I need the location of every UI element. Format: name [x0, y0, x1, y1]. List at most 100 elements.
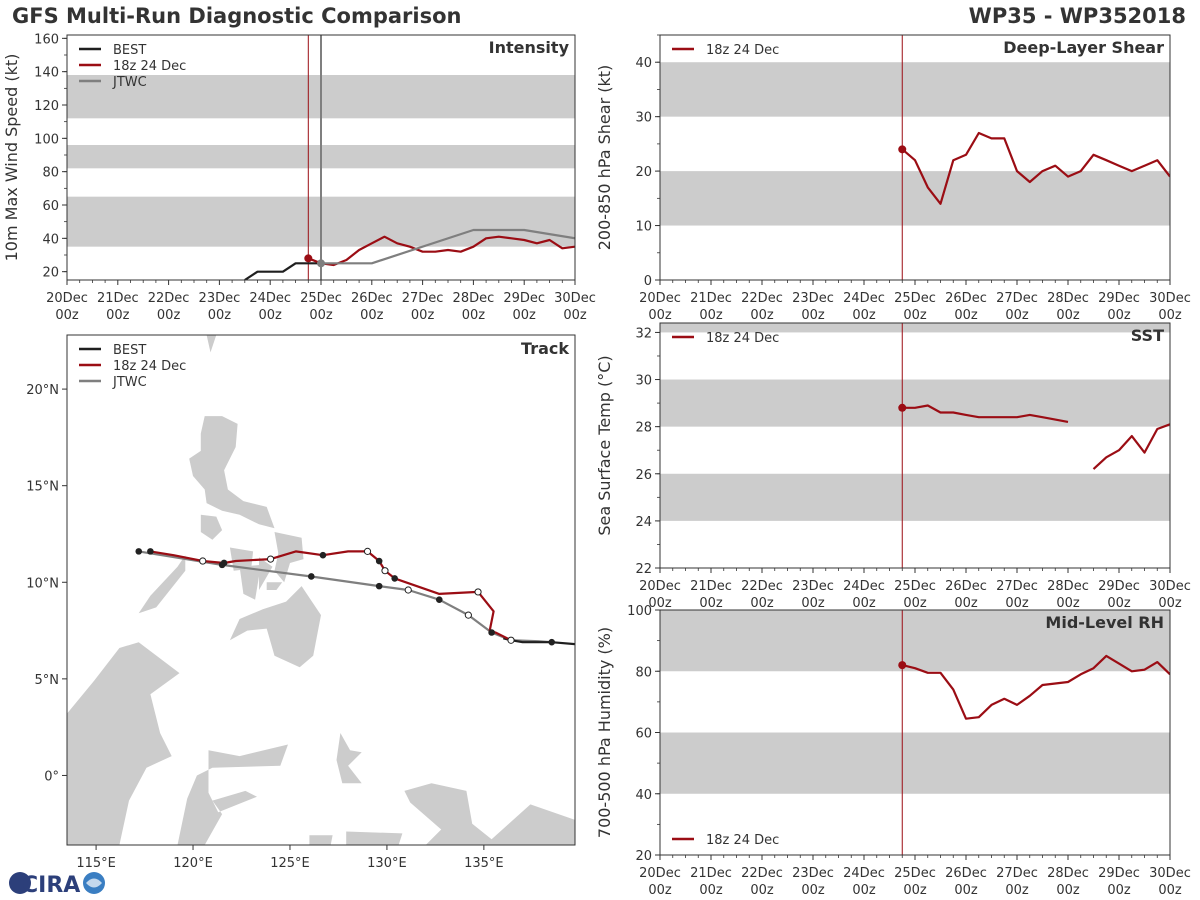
legend-label: 18z 24 Dec — [706, 331, 779, 346]
x-tick-hour-label: 00z — [1107, 596, 1131, 611]
lon-tick-label: 120°E — [173, 856, 213, 871]
y-tick-label: 80 — [42, 166, 59, 181]
x-tick-day-label: 25Dec — [894, 291, 936, 306]
x-tick-hour-label: 00z — [1005, 308, 1029, 323]
lon-tick-label: 130°E — [367, 856, 407, 871]
x-tick-day-label: 23Dec — [792, 866, 834, 881]
land-taiwan — [206, 335, 217, 353]
x-tick-day-label: 20Dec — [639, 866, 681, 881]
x-tick-hour-label: 00z — [801, 883, 825, 898]
x-tick-day-label: 23Dec — [792, 291, 834, 306]
land-luzon — [189, 416, 275, 529]
panel-sst: 22 24 26 28 30 32 20Dec 00z 21Dec 00z 22Dec 00z 23De… — [595, 322, 1191, 611]
x-tick-day-label: 23Dec — [199, 291, 241, 306]
x-tick-hour-label: 00z — [801, 308, 825, 323]
legend-label: JTWC — [112, 75, 147, 90]
legend-label: JTWC — [112, 375, 147, 390]
x-tick-day-label: 28Dec — [1047, 579, 1089, 594]
x-tick-hour-label: 00z — [648, 883, 672, 898]
track-point-filled — [135, 548, 143, 555]
x-tick-day-label: 21Dec — [690, 866, 732, 881]
x-tick-hour-label: 00z — [1107, 883, 1131, 898]
legend-label: 18z 24 Dec — [113, 59, 186, 74]
legend-label: 18z 24 Dec — [706, 43, 779, 58]
x-tick-hour-label: 00z — [954, 596, 978, 611]
legend-label: BEST — [113, 343, 146, 358]
x-tick-hour-label: 00z — [563, 308, 587, 323]
x-tick-hour-label: 00z — [1056, 308, 1080, 323]
plot-frame — [659, 322, 1171, 569]
legend-label: BEST — [113, 43, 146, 58]
x-tick-hour-label: 00z — [157, 308, 181, 323]
series-start-marker — [898, 661, 907, 670]
shaded-band — [660, 610, 1170, 672]
y-axis-label: 700-500 hPa Humidity (%) — [595, 627, 614, 838]
lat-tick-label: 5°N — [35, 673, 60, 688]
y-tick-label: 100 — [34, 132, 59, 147]
x-tick-day-label: 21Dec — [97, 291, 139, 306]
x-tick-hour-label: 00z — [903, 883, 927, 898]
plot-frame — [66, 34, 576, 281]
land-cebu — [259, 557, 273, 590]
x-tick-day-label: 20Dec — [46, 291, 88, 306]
x-tick-hour-label: 00z — [648, 596, 672, 611]
figure-title: GFS Multi-Run Diagnostic Comparison — [12, 4, 462, 28]
y-tick-label: 32 — [635, 326, 652, 341]
lat-tick-label: 10°N — [26, 576, 59, 591]
y-axis-label: Sea Surface Temp (°C) — [595, 355, 614, 535]
x-tick-day-label: 30Dec — [1149, 866, 1191, 881]
lon-tick-label: 125°E — [270, 856, 310, 871]
y-tick-label: 10 — [635, 220, 652, 235]
track-point-filled — [391, 575, 398, 582]
shaded-band — [660, 323, 1170, 333]
x-tick-hour-label: 00z — [1107, 308, 1131, 323]
shaded-band — [660, 732, 1170, 794]
y-tick-label: 40 — [635, 56, 652, 71]
x-tick-hour-label: 00z — [852, 596, 876, 611]
x-tick-day-label: 20Dec — [639, 579, 681, 594]
x-tick-hour-label: 00z — [1158, 596, 1182, 611]
series-start-marker — [898, 145, 907, 154]
series-line-jtwc — [321, 228, 575, 265]
x-tick-hour-label: 00z — [852, 308, 876, 323]
lon-tick-label: 115°E — [76, 856, 116, 871]
x-tick-day-label: 26Dec — [945, 866, 987, 881]
legend-label: 18z 24 Dec — [113, 359, 186, 374]
cira-logo: CIRA — [9, 872, 105, 898]
y-tick-label: 40 — [42, 232, 59, 247]
x-tick-day-label: 26Dec — [945, 579, 987, 594]
panel-title: Track — [521, 339, 569, 358]
track-point-filled — [548, 638, 556, 646]
x-tick-day-label: 24Dec — [249, 291, 291, 306]
x-tick-hour-label: 00z — [750, 883, 774, 898]
x-tick-hour-label: 00z — [1005, 883, 1029, 898]
track-point-open — [363, 547, 372, 555]
y-tick-label: 30 — [635, 111, 652, 126]
panel-intensity: 20 40 60 80 100 120 140 160 20Dec 00z 21Dec 00z 22De… — [2, 32, 596, 323]
x-tick-hour-label: 00z — [750, 308, 774, 323]
series-line-best — [244, 262, 321, 280]
logo-swirl-shape — [86, 878, 102, 888]
land-mindanao — [229, 586, 321, 668]
land-palawan — [138, 555, 186, 614]
x-tick-hour-label: 00z — [1005, 596, 1029, 611]
series-start-marker — [898, 403, 907, 412]
y-tick-label: 20 — [635, 849, 652, 864]
x-tick-day-label: 22Dec — [741, 866, 783, 881]
x-tick-hour-label: 00z — [954, 883, 978, 898]
x-tick-day-label: 30Dec — [1149, 579, 1191, 594]
x-tick-day-label: 27Dec — [996, 579, 1038, 594]
shaded-band — [660, 473, 1170, 521]
track-point-filled — [375, 557, 383, 565]
logo-text: CIRA — [22, 873, 80, 898]
y-tick-label: 22 — [635, 562, 652, 577]
land-borneo — [67, 642, 180, 845]
shaded-band — [660, 171, 1170, 226]
legend-label: 18z 24 Dec — [706, 833, 779, 848]
track-point-open — [381, 567, 389, 575]
track-point-filled — [375, 582, 383, 590]
series-line-run — [902, 404, 1069, 423]
y-tick-label: 26 — [635, 468, 652, 483]
track-point-open — [266, 555, 275, 563]
